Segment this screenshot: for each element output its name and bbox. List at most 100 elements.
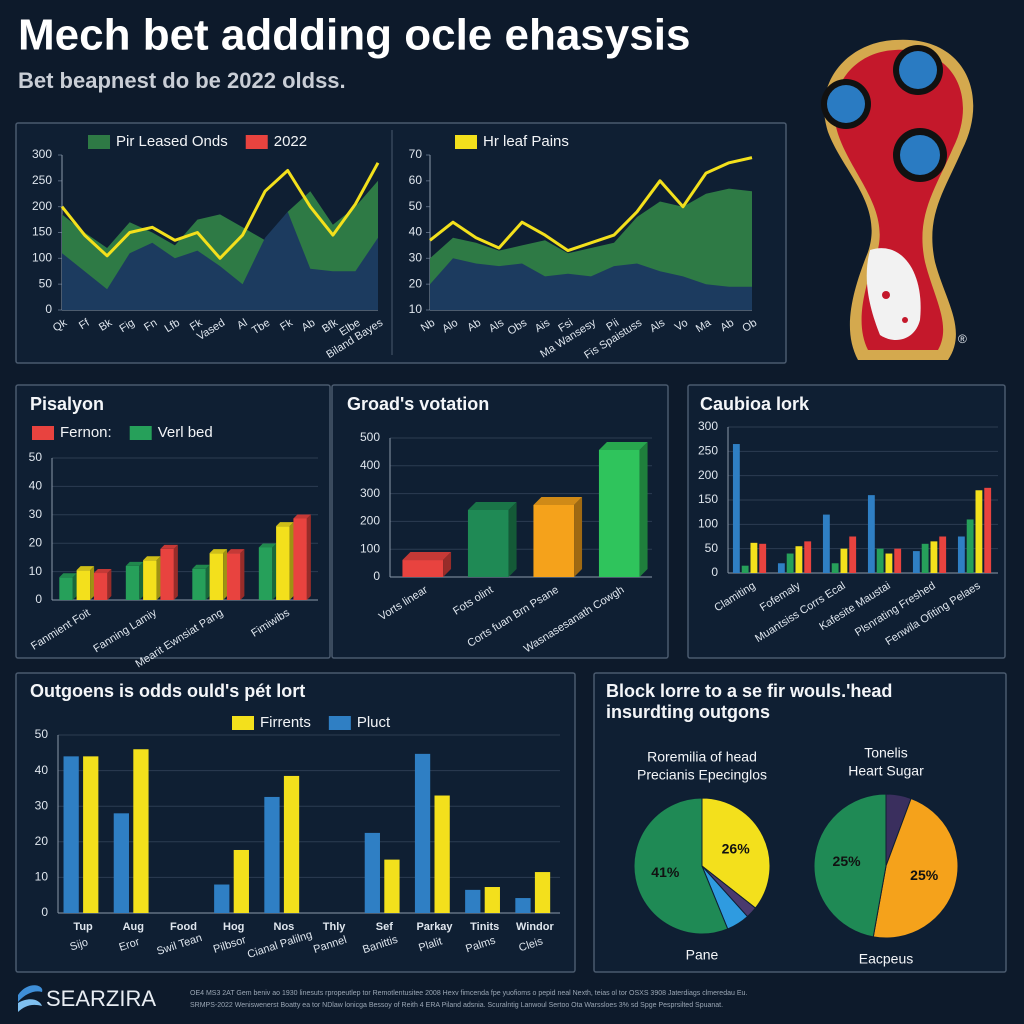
y-tick-label: 300	[698, 419, 718, 433]
bar	[795, 546, 803, 573]
bar	[921, 543, 929, 573]
bar-side	[90, 566, 95, 600]
bar-top	[59, 573, 77, 578]
pie-slice	[813, 793, 887, 938]
y-tick-label: 0	[711, 565, 718, 579]
bar	[434, 795, 450, 913]
pie-value-label: 25%	[910, 867, 939, 883]
legend-label: Fernon:	[60, 424, 112, 441]
x-tick-label: Aug	[123, 921, 144, 933]
y-tick-label: 40	[409, 225, 423, 239]
y-tick-label: 50	[29, 450, 43, 464]
bar-top	[160, 544, 178, 549]
bar	[384, 859, 400, 913]
bar	[209, 553, 224, 600]
pie-value-label: 41%	[651, 864, 680, 880]
y-tick-label: 40	[35, 763, 49, 777]
x-tick-label: Food	[170, 921, 197, 933]
bar-side	[272, 543, 277, 600]
bar-top	[93, 569, 112, 574]
pie-slice	[872, 797, 959, 939]
area	[62, 211, 378, 310]
y-tick-label: 50	[705, 541, 719, 555]
bar	[759, 543, 767, 573]
bar	[192, 568, 206, 600]
bar-top	[258, 543, 277, 548]
y-tick-label: 50	[409, 199, 423, 213]
pie-caption: Pane	[686, 947, 719, 963]
bar	[63, 756, 79, 913]
trophy	[821, 39, 974, 360]
bar-side	[156, 556, 161, 600]
legend-swatch	[245, 135, 268, 149]
bar	[975, 490, 983, 573]
bar	[133, 749, 149, 913]
x-tick-label: Tup	[73, 921, 93, 933]
pie-title: Roremilia of head	[647, 749, 757, 765]
bar	[930, 541, 938, 573]
x-tick-label: Parkay	[416, 921, 453, 933]
pie-value-label: 25%	[833, 853, 862, 869]
legend-label: Firrents	[260, 714, 311, 731]
bar-side	[139, 561, 144, 600]
y-tick-label: 50	[39, 276, 53, 290]
line	[60, 162, 380, 260]
legend-swatch	[88, 135, 110, 149]
bar	[226, 553, 241, 600]
y-tick-label: 40	[29, 479, 43, 493]
y-tick-label: 400	[360, 458, 380, 472]
bar	[484, 887, 500, 913]
bar	[876, 548, 884, 573]
legend-swatch	[232, 716, 254, 730]
bar	[732, 444, 740, 573]
pie-caption: Eacpeus	[859, 951, 913, 967]
bar	[143, 560, 157, 600]
legend-swatch	[328, 716, 351, 730]
legend-label: Pluct	[357, 714, 391, 731]
bar	[293, 518, 307, 600]
bar-side	[639, 441, 648, 577]
x-tick-label: Nos	[274, 921, 295, 933]
bar	[467, 510, 509, 577]
footer-note: OE4 MS3 2AT Gem beniv ao 1930 linesuts r…	[190, 990, 747, 997]
x-tick-label: Windor	[516, 921, 554, 933]
bar-top	[209, 549, 228, 554]
y-tick-label: 250	[698, 444, 718, 458]
bar-top	[293, 514, 311, 519]
bar	[741, 565, 749, 573]
bar	[160, 548, 174, 600]
x-tick-label: Fk	[278, 317, 295, 334]
footer-logo: SEARZIRA	[46, 986, 156, 1011]
bar	[76, 570, 91, 600]
bar-top	[276, 522, 294, 527]
chart-title: Caubioa lork	[700, 394, 810, 414]
y-tick-label: 20	[29, 535, 43, 549]
y-tick-label: 200	[698, 468, 718, 482]
bar	[59, 577, 73, 600]
x-tick-label: Thly	[323, 921, 346, 933]
y-tick-label: 150	[32, 225, 52, 239]
bar	[939, 536, 947, 573]
chart-title: Block lorre to a se fir wouls.'head	[606, 681, 892, 701]
x-tick-label: Fn	[142, 317, 159, 334]
bar-top	[125, 561, 144, 566]
legend-swatch	[129, 426, 152, 440]
bar	[113, 813, 129, 913]
line	[429, 156, 753, 253]
bar-top	[143, 556, 161, 561]
bar	[804, 541, 812, 573]
bar-side	[107, 569, 112, 600]
bar	[364, 832, 380, 913]
bar-top	[226, 549, 245, 554]
y-tick-label: 300	[360, 486, 380, 500]
bar-side	[205, 564, 210, 600]
x-tick-label: Bk	[97, 317, 115, 334]
panel	[687, 384, 1006, 659]
y-tick-label: 150	[698, 492, 718, 506]
bar	[912, 551, 920, 573]
bar	[894, 548, 902, 573]
y-tick-label: 300	[32, 147, 52, 161]
logo-icon	[18, 985, 43, 1012]
